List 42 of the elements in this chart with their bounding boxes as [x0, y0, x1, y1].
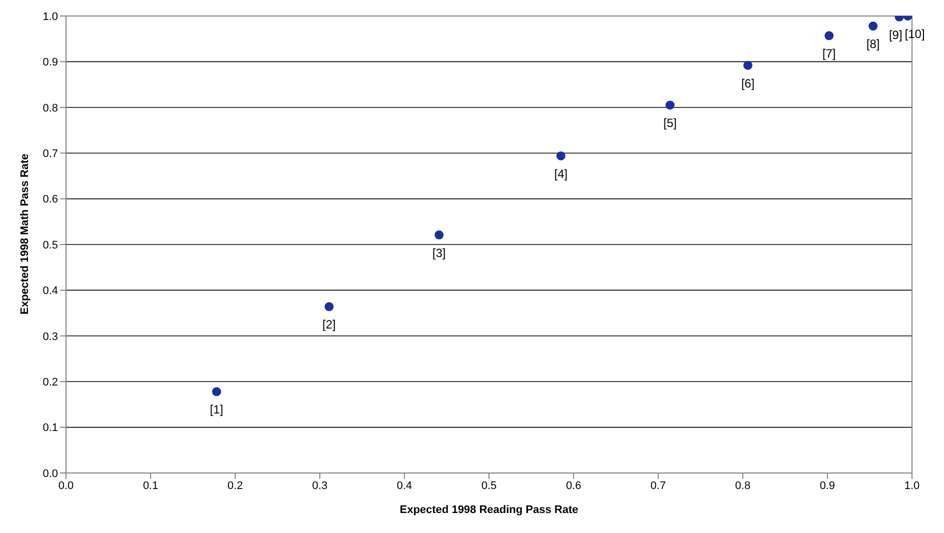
annotation: [2] — [322, 318, 336, 332]
y-tick-label: 0.4 — [42, 285, 58, 298]
point — [212, 387, 222, 396]
y-tick-label: 0.9 — [42, 56, 58, 69]
y-tick-label: 0.0 — [42, 468, 58, 480]
x-tick-label: 0.8 — [735, 480, 750, 492]
annotation: [7] — [822, 46, 836, 61]
point — [324, 302, 334, 312]
x-tick-label: 0.0 — [58, 480, 74, 492]
x-tick-label: 0.6 — [566, 480, 582, 492]
annotation: [1] — [210, 402, 224, 417]
point — [824, 31, 834, 40]
point — [434, 230, 444, 240]
x-tick-label: 0.5 — [481, 480, 497, 492]
annotation: [10] — [904, 27, 925, 41]
y-tick-label: 0.6 — [42, 194, 58, 206]
y-tick-label: 1.0 — [42, 10, 58, 23]
annotation: [6] — [741, 76, 755, 90]
y-tick-label: 0.8 — [42, 102, 58, 114]
x-tick-label: 0.7 — [650, 480, 666, 492]
y-tick-label: 0.3 — [42, 330, 58, 343]
y-axis-title: Expected 1998 Math Pass Rate — [18, 154, 31, 314]
point — [868, 22, 878, 31]
y-tick-label: 0.1 — [42, 422, 58, 434]
annotation: [8] — [866, 37, 880, 52]
point — [556, 151, 566, 160]
annotation: [3] — [432, 246, 446, 260]
x-tick-label: 0.4 — [396, 480, 412, 492]
x-axis-title: Expected 1998 Reading Pass Rate — [400, 504, 578, 516]
x-tick-label: 0.2 — [228, 480, 243, 492]
y-tick-label: 0.5 — [42, 239, 58, 252]
point — [666, 100, 675, 110]
x-tick-label: 1.0 — [904, 480, 920, 492]
annotation: [9] — [888, 28, 902, 42]
y-tick-label: 0.7 — [42, 148, 58, 160]
x-tick-label: 0.3 — [312, 480, 328, 492]
annotation: [4] — [554, 166, 568, 181]
x-tick-label: 0.1 — [142, 480, 158, 492]
y-tick-label: 0.2 — [42, 376, 58, 389]
x-tick-label: 0.9 — [820, 480, 836, 492]
annotation: [5] — [663, 116, 677, 130]
point — [743, 60, 752, 70]
